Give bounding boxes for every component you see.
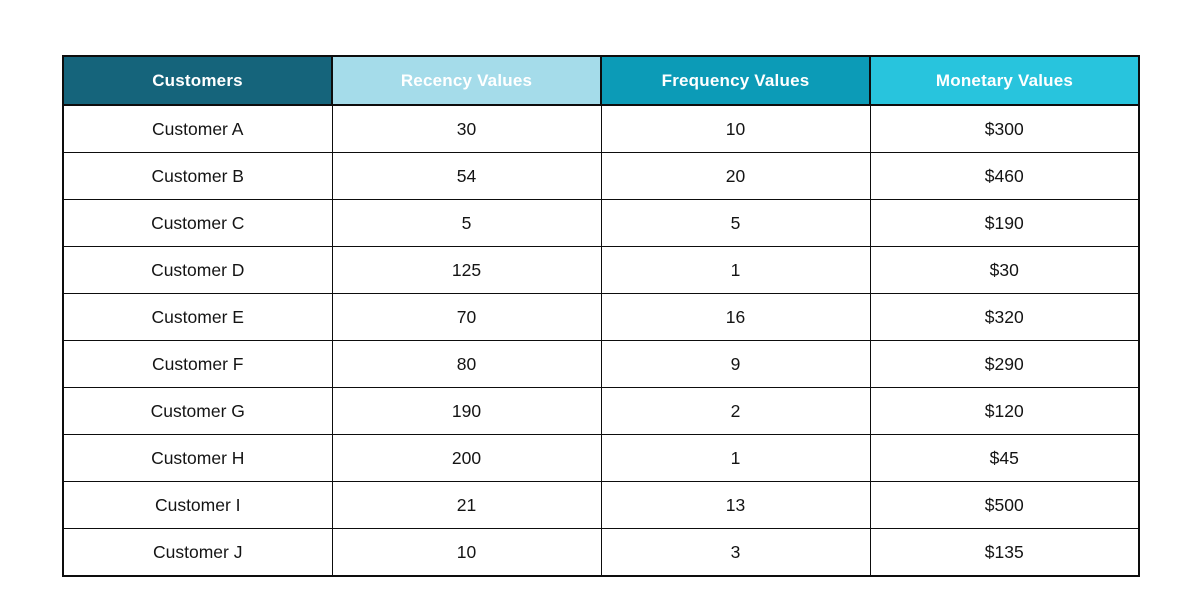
cell-recency-value: 54	[331, 152, 602, 200]
cell-monetary-value: $460	[869, 152, 1140, 200]
table-row: Customer H 200 1 $45	[62, 434, 1140, 482]
cell-monetary-value: $135	[869, 528, 1140, 577]
cell-monetary-value: $290	[869, 340, 1140, 388]
cell-recency-value: 200	[331, 434, 602, 482]
cell-recency-value: 125	[331, 246, 602, 294]
table-row: Customer E 70 16 $320	[62, 293, 1140, 341]
table-row: Customer A 30 10 $300	[62, 104, 1140, 153]
cell-monetary-value: $190	[869, 199, 1140, 247]
cell-customer-name: Customer J	[62, 528, 333, 577]
rfm-table-container: Customers Recency Values Frequency Value…	[62, 55, 1140, 577]
table-row: Customer C 5 5 $190	[62, 199, 1140, 247]
cell-frequency-value: 13	[600, 481, 871, 529]
cell-customer-name: Customer H	[62, 434, 333, 482]
table-row: Customer F 80 9 $290	[62, 340, 1140, 388]
table-header: Customers Recency Values Frequency Value…	[62, 55, 1140, 106]
table-body: Customer A 30 10 $300 Customer B 54 20 $…	[62, 104, 1140, 577]
cell-customer-name: Customer E	[62, 293, 333, 341]
cell-customer-name: Customer B	[62, 152, 333, 200]
cell-frequency-value: 1	[600, 246, 871, 294]
table-row: Customer I 21 13 $500	[62, 481, 1140, 529]
cell-customer-name: Customer G	[62, 387, 333, 435]
cell-frequency-value: 10	[600, 104, 871, 153]
cell-recency-value: 190	[331, 387, 602, 435]
cell-customer-name: Customer F	[62, 340, 333, 388]
cell-recency-value: 21	[331, 481, 602, 529]
cell-recency-value: 30	[331, 104, 602, 153]
cell-frequency-value: 1	[600, 434, 871, 482]
cell-frequency-value: 16	[600, 293, 871, 341]
cell-recency-value: 5	[331, 199, 602, 247]
cell-monetary-value: $320	[869, 293, 1140, 341]
table-row: Customer G 190 2 $120	[62, 387, 1140, 435]
cell-frequency-value: 2	[600, 387, 871, 435]
column-header-monetary: Monetary Values	[869, 55, 1140, 106]
cell-customer-name: Customer I	[62, 481, 333, 529]
rfm-table: Customers Recency Values Frequency Value…	[62, 55, 1140, 577]
table-row: Customer J 10 3 $135	[62, 528, 1140, 577]
cell-customer-name: Customer A	[62, 104, 333, 153]
cell-frequency-value: 5	[600, 199, 871, 247]
cell-monetary-value: $30	[869, 246, 1140, 294]
cell-monetary-value: $120	[869, 387, 1140, 435]
table-row: Customer B 54 20 $460	[62, 152, 1140, 200]
cell-recency-value: 70	[331, 293, 602, 341]
column-header-customers: Customers	[62, 55, 333, 106]
cell-recency-value: 80	[331, 340, 602, 388]
column-header-recency: Recency Values	[331, 55, 602, 106]
cell-customer-name: Customer C	[62, 199, 333, 247]
cell-frequency-value: 20	[600, 152, 871, 200]
cell-frequency-value: 9	[600, 340, 871, 388]
header-row: Customers Recency Values Frequency Value…	[62, 55, 1140, 106]
cell-recency-value: 10	[331, 528, 602, 577]
cell-monetary-value: $300	[869, 104, 1140, 153]
column-header-frequency: Frequency Values	[600, 55, 871, 106]
cell-monetary-value: $500	[869, 481, 1140, 529]
cell-monetary-value: $45	[869, 434, 1140, 482]
table-row: Customer D 125 1 $30	[62, 246, 1140, 294]
cell-frequency-value: 3	[600, 528, 871, 577]
cell-customer-name: Customer D	[62, 246, 333, 294]
